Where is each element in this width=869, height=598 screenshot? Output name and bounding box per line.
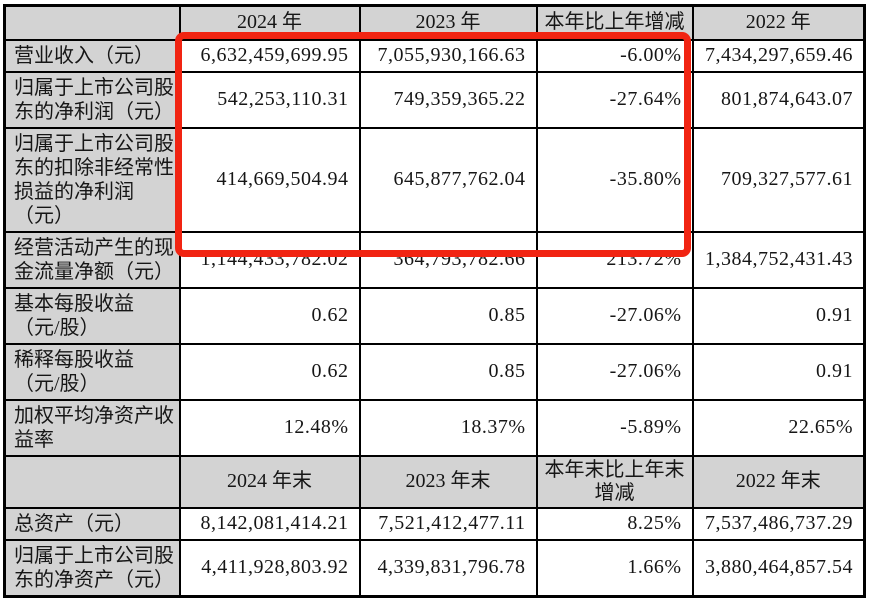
year-end-header-row: 2024 年末 2023 年末 本年末比上年末增减 2022 年末 [3,454,866,509]
cell-2024: 414,669,504.94 [178,126,361,233]
row-label: 加权平均净资产收益率 [3,398,181,457]
table-row-net-assets: 归属于上市公司股东的净资产（元） 4,411,928,803.92 4,339,… [3,538,866,597]
cell-2024: 0.62 [178,286,361,345]
cell-2023: 7,521,412,477.11 [358,506,538,541]
cell-2023: 645,877,762.04 [358,126,538,233]
table-row-total-assets: 总资产（元） 8,142,081,414.21 7,521,412,477.11… [3,506,866,541]
financial-summary-table-wrap: 2024 年 2023 年 本年比上年增减 2022 年 营业收入（元） 6,6… [3,4,866,598]
table-row-net-profit-excl-nonrecurring: 归属于上市公司股东的扣除非经常性损益的净利润（元） 414,669,504.94… [3,126,866,233]
cell-2023: 0.85 [358,342,538,401]
cell-change: -27.06% [535,286,694,345]
cell-2023: 7,055,930,166.63 [358,38,538,73]
row-label: 归属于上市公司股东的扣除非经常性损益的净利润（元） [3,126,181,233]
cell-2024: 1,144,433,782.02 [178,230,361,289]
period-header-row: 2024 年 2023 年 本年比上年增减 2022 年 [3,4,866,41]
table-row-revenue: 营业收入（元） 6,632,459,699.95 7,055,930,166.6… [3,38,866,73]
col-header-year-end-change: 本年末比上年末增减 [535,454,694,509]
row-label: 基本每股收益（元/股） [3,286,181,345]
row-label: 归属于上市公司股东的净资产（元） [3,538,181,597]
cell-2024: 6,632,459,699.95 [178,38,361,73]
cell-2023: 4,339,831,796.78 [358,538,538,597]
table-row-basic-eps: 基本每股收益（元/股） 0.62 0.85 -27.06% 0.91 [3,286,866,345]
corner-cell [3,454,181,509]
cell-2024: 4,411,928,803.92 [178,538,361,597]
cell-2023: 18.37% [358,398,538,457]
row-label: 经营活动产生的现金流量净额（元） [3,230,181,289]
cell-change: 8.25% [535,506,694,541]
col-header-2022-year-end: 2022 年末 [691,454,866,509]
col-header-2022: 2022 年 [691,4,866,41]
cell-2022: 0.91 [691,286,866,345]
corner-cell [3,4,181,41]
cell-change: -27.06% [535,342,694,401]
cell-2022: 709,327,577.61 [691,126,866,233]
cell-2022: 1,384,752,431.43 [691,230,866,289]
cell-2022: 7,537,486,737.29 [691,506,866,541]
cell-2023: 749,359,365.22 [358,70,538,129]
cell-2022: 22.65% [691,398,866,457]
cell-change: -35.80% [535,126,694,233]
row-label: 营业收入（元） [3,38,181,73]
financial-summary-table: 2024 年 2023 年 本年比上年增减 2022 年 营业收入（元） 6,6… [3,4,866,598]
cell-2024: 12.48% [178,398,361,457]
cell-2022: 0.91 [691,342,866,401]
cell-change: 1.66% [535,538,694,597]
cell-2024: 8,142,081,414.21 [178,506,361,541]
row-label: 稀释每股收益（元/股） [3,342,181,401]
table-row-weighted-avg-roe: 加权平均净资产收益率 12.48% 18.37% -5.89% 22.65% [3,398,866,457]
cell-2022: 7,434,297,659.46 [691,38,866,73]
cell-2023: 0.85 [358,286,538,345]
col-header-2024: 2024 年 [178,4,361,41]
col-header-yoy-change: 本年比上年增减 [535,4,694,41]
table-row-diluted-eps: 稀释每股收益（元/股） 0.62 0.85 -27.06% 0.91 [3,342,866,401]
row-label: 总资产（元） [3,506,181,541]
report-page: { "colors": { "highlight_box_red": "#f12… [3,4,866,598]
table-row-operating-cash-flow: 经营活动产生的现金流量净额（元） 1,144,433,782.02 364,79… [3,230,866,289]
cell-change: -27.64% [535,70,694,129]
table-row-net-profit: 归属于上市公司股东的净利润（元） 542,253,110.31 749,359,… [3,70,866,129]
cell-change: -5.89% [535,398,694,457]
cell-change: 213.72% [535,230,694,289]
col-header-2024-year-end: 2024 年末 [178,454,361,509]
cell-2024: 0.62 [178,342,361,401]
cell-2022: 801,874,643.07 [691,70,866,129]
row-label: 归属于上市公司股东的净利润（元） [3,70,181,129]
cell-2024: 542,253,110.31 [178,70,361,129]
cell-2023: 364,793,782.66 [358,230,538,289]
cell-2022: 3,880,464,857.54 [691,538,866,597]
col-header-2023: 2023 年 [358,4,538,41]
cell-change: -6.00% [535,38,694,73]
col-header-2023-year-end: 2023 年末 [358,454,538,509]
